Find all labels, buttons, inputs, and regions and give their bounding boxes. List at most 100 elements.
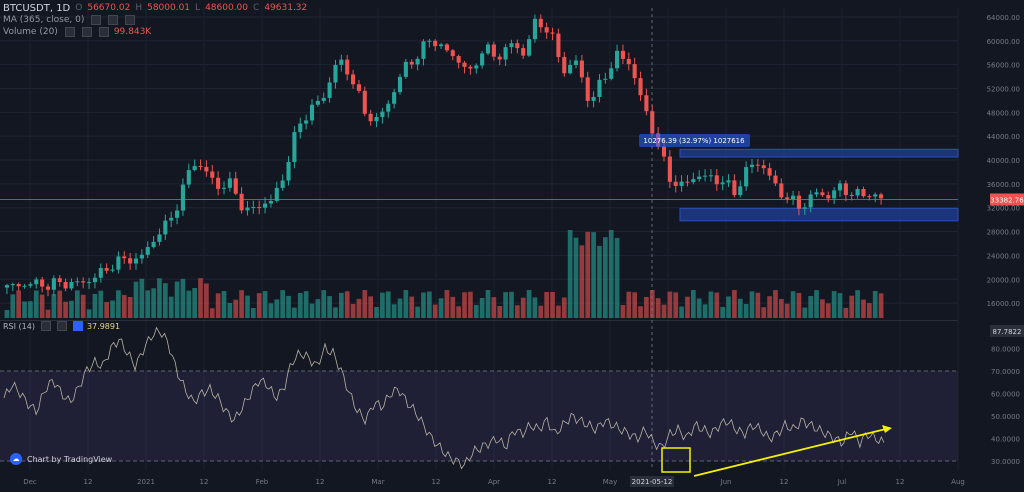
eye-icon[interactable] [91, 15, 102, 25]
settings-icon[interactable] [81, 27, 92, 37]
price-tick-label: 28000.00 [987, 229, 1020, 237]
resistance-zone [679, 148, 959, 158]
candle-up [292, 132, 297, 163]
volume-value: 99.843K [113, 26, 152, 37]
price-tick-label: 52000.00 [987, 85, 1020, 93]
candle-up [568, 64, 573, 74]
volume-bar-up [315, 299, 321, 318]
candle-down [450, 50, 455, 57]
volume-bar-up [10, 294, 16, 318]
close-icon[interactable] [98, 27, 109, 37]
volume-bar-up [679, 306, 684, 318]
volume-bar-up [280, 290, 286, 318]
candle-up [873, 194, 878, 197]
ohlc-close: 49631.32 [264, 2, 308, 13]
candle-up [808, 194, 813, 208]
eye-icon[interactable] [40, 321, 51, 331]
candle-up [157, 234, 162, 242]
candle-up [133, 258, 139, 264]
candle-down [63, 281, 68, 289]
volume-bar-down [215, 293, 221, 318]
settings-icon[interactable] [56, 321, 67, 331]
candle-down [491, 44, 496, 57]
volume-bar-down [356, 298, 362, 318]
volume-bar-down [432, 304, 438, 318]
price-tick-label: 40000.00 [987, 157, 1020, 165]
candle-up [386, 103, 391, 112]
candle-down [362, 90, 367, 114]
candle-up [98, 268, 103, 278]
candle-up [532, 18, 537, 40]
candle-up [374, 117, 379, 122]
candle-down [198, 165, 203, 167]
candle-down [257, 207, 262, 209]
volume-bar-up [438, 298, 444, 318]
candle-up [268, 200, 273, 204]
time-tick-label: Aug [951, 478, 965, 486]
candle-down [732, 180, 737, 196]
eye-icon[interactable] [64, 27, 75, 37]
volume-bar-down [866, 303, 872, 318]
candle-down [57, 278, 62, 282]
volume-bar-down [561, 297, 567, 318]
volume-bar-up [274, 299, 280, 318]
candle-down [761, 165, 766, 169]
time-tick-label: 2021 [137, 478, 155, 486]
settings-icon[interactable] [108, 15, 119, 25]
close-icon[interactable] [72, 321, 83, 331]
volume-bar-up [174, 281, 180, 318]
volume-bar-up [597, 245, 602, 318]
volume-bar-up [567, 230, 573, 318]
candle-up [744, 167, 749, 187]
volume-bar-down [820, 299, 825, 318]
volume-bar-down [256, 293, 262, 318]
candle-up [34, 279, 39, 285]
candle-up [286, 162, 291, 181]
symbol-title[interactable]: BTCUSDT, 1D [3, 2, 71, 14]
volume-bar-up [872, 291, 878, 318]
candle-down [773, 175, 778, 184]
volume-bar-up [415, 306, 420, 318]
rsi-value: 37.9891 [86, 321, 121, 331]
volume-bar-up [321, 290, 327, 318]
volume-bar-down [491, 297, 497, 318]
candle-down [239, 193, 244, 211]
candle-up [298, 123, 303, 133]
volume-bar-down [849, 295, 855, 318]
candle-down [122, 256, 127, 259]
volume-bar-up [162, 283, 168, 318]
volume-bar-up [837, 293, 843, 318]
volume-bar-down [468, 291, 473, 318]
price-tick-label: 48000.00 [987, 109, 1020, 117]
volume-bar-up [51, 294, 57, 318]
volume-bar-down [579, 245, 585, 318]
candle-down [368, 113, 373, 122]
close-icon[interactable] [125, 15, 136, 25]
volume-bar-down [620, 305, 626, 318]
volume-bar-up [133, 281, 139, 318]
candle-up [415, 58, 420, 65]
volume-bar-up [374, 306, 379, 318]
volume-bar-down [462, 292, 467, 318]
volume-bar-up [831, 291, 837, 318]
candle-up [708, 175, 713, 177]
volume-bar-up [473, 304, 479, 318]
volume-bar-down [39, 294, 45, 318]
rsi-label: RSI (14) [3, 321, 35, 331]
candle-down [755, 164, 760, 166]
candle-up [263, 203, 268, 208]
annotation-box [661, 447, 691, 473]
volume-bar-up [168, 296, 174, 318]
volume-bar-down [368, 296, 374, 318]
volume-bar-down [667, 291, 673, 318]
volume-bar-up [69, 300, 74, 318]
candle-up [474, 65, 479, 69]
volume-bar-down [773, 290, 778, 318]
volume-bar-down [450, 296, 456, 318]
candle-up [837, 183, 843, 191]
candle-up [603, 78, 608, 80]
candle-up [87, 282, 92, 284]
candle-down [796, 195, 801, 209]
tradingview-branding[interactable]: ☁ Chart by TradingView [10, 453, 112, 465]
